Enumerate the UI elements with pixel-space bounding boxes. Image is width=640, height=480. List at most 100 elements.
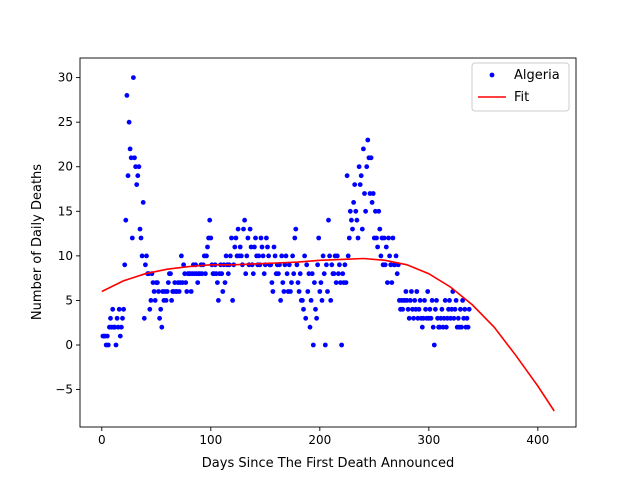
data-point <box>421 315 426 321</box>
data-point <box>223 253 229 259</box>
data-point <box>289 280 294 285</box>
axes-frame <box>79 57 577 428</box>
data-point <box>259 244 265 250</box>
data-point <box>152 298 158 303</box>
data-point <box>414 289 420 294</box>
data-point <box>157 315 163 321</box>
plot-content <box>100 75 555 412</box>
data-point <box>203 271 208 277</box>
data-point <box>116 306 122 312</box>
data-point <box>301 306 306 312</box>
data-point <box>260 253 266 259</box>
data-point <box>125 173 131 179</box>
data-point <box>119 324 124 330</box>
data-point <box>156 289 161 294</box>
data-point <box>443 324 449 330</box>
data-point <box>433 306 438 312</box>
data-point <box>419 324 425 330</box>
data-point <box>430 324 436 330</box>
data-point <box>168 271 173 277</box>
data-point <box>442 298 448 303</box>
data-point <box>310 342 316 348</box>
data-point <box>458 306 463 312</box>
y-tick-label: 5 <box>65 293 73 307</box>
data-point <box>225 271 231 277</box>
data-point <box>258 235 264 241</box>
data-point <box>272 253 278 259</box>
data-point <box>250 271 256 277</box>
data-point <box>188 289 194 294</box>
data-point <box>451 315 457 321</box>
data-point <box>465 324 471 330</box>
data-point <box>339 342 344 348</box>
data-point <box>148 298 154 303</box>
data-point <box>319 298 325 303</box>
y-axis-label: Number of Daily Deaths <box>30 164 45 320</box>
data-point <box>425 289 431 294</box>
data-point <box>169 298 175 303</box>
data-point <box>304 262 310 268</box>
data-point <box>176 289 182 294</box>
data-point <box>326 217 331 223</box>
data-point <box>252 244 257 250</box>
data-point <box>241 226 246 232</box>
data-point <box>238 253 244 259</box>
data-point <box>353 208 359 214</box>
data-point <box>243 271 249 277</box>
x-tick-label: 100 <box>199 433 222 447</box>
data-point <box>455 315 461 321</box>
data-point <box>137 226 143 232</box>
data-point <box>338 280 343 285</box>
data-point <box>128 155 134 161</box>
data-point <box>127 146 133 152</box>
data-point <box>222 280 228 285</box>
data-point <box>181 262 187 268</box>
data-point <box>406 315 412 321</box>
data-point <box>295 280 301 285</box>
legend: Algeria Fit <box>471 62 570 112</box>
data-point <box>266 253 271 259</box>
data-point <box>151 289 157 294</box>
data-point <box>133 164 139 170</box>
data-point <box>315 262 320 268</box>
data-point <box>362 191 367 196</box>
data-point <box>138 235 144 241</box>
data-point <box>131 75 136 80</box>
data-point <box>355 235 361 241</box>
data-point <box>428 315 434 321</box>
data-point <box>276 271 281 277</box>
data-point <box>387 253 392 259</box>
data-point <box>349 217 354 223</box>
data-point <box>422 298 427 303</box>
data-point <box>449 306 455 312</box>
data-point <box>281 289 287 294</box>
data-point <box>370 191 376 196</box>
data-point <box>385 280 390 285</box>
data-point <box>278 298 283 303</box>
legend-box <box>471 62 570 112</box>
data-point <box>215 280 220 285</box>
data-point <box>415 315 421 321</box>
data-point <box>434 298 439 303</box>
data-point <box>314 315 319 321</box>
data-point <box>207 217 213 223</box>
data-point <box>320 253 326 259</box>
x-tick-label: 300 <box>417 433 440 447</box>
data-point <box>219 271 225 277</box>
data-point <box>439 306 445 312</box>
data-point <box>104 333 110 339</box>
data-point <box>134 182 140 188</box>
data-point <box>155 280 160 285</box>
data-point <box>135 173 141 179</box>
data-point <box>441 315 447 321</box>
data-point <box>369 200 375 205</box>
y-tick-label: −5 <box>55 383 73 397</box>
data-point <box>140 200 146 205</box>
data-point <box>256 253 262 259</box>
data-point <box>248 244 254 250</box>
data-point <box>412 298 418 303</box>
data-point <box>325 289 330 294</box>
data-point <box>110 306 116 312</box>
data-point <box>329 262 335 268</box>
